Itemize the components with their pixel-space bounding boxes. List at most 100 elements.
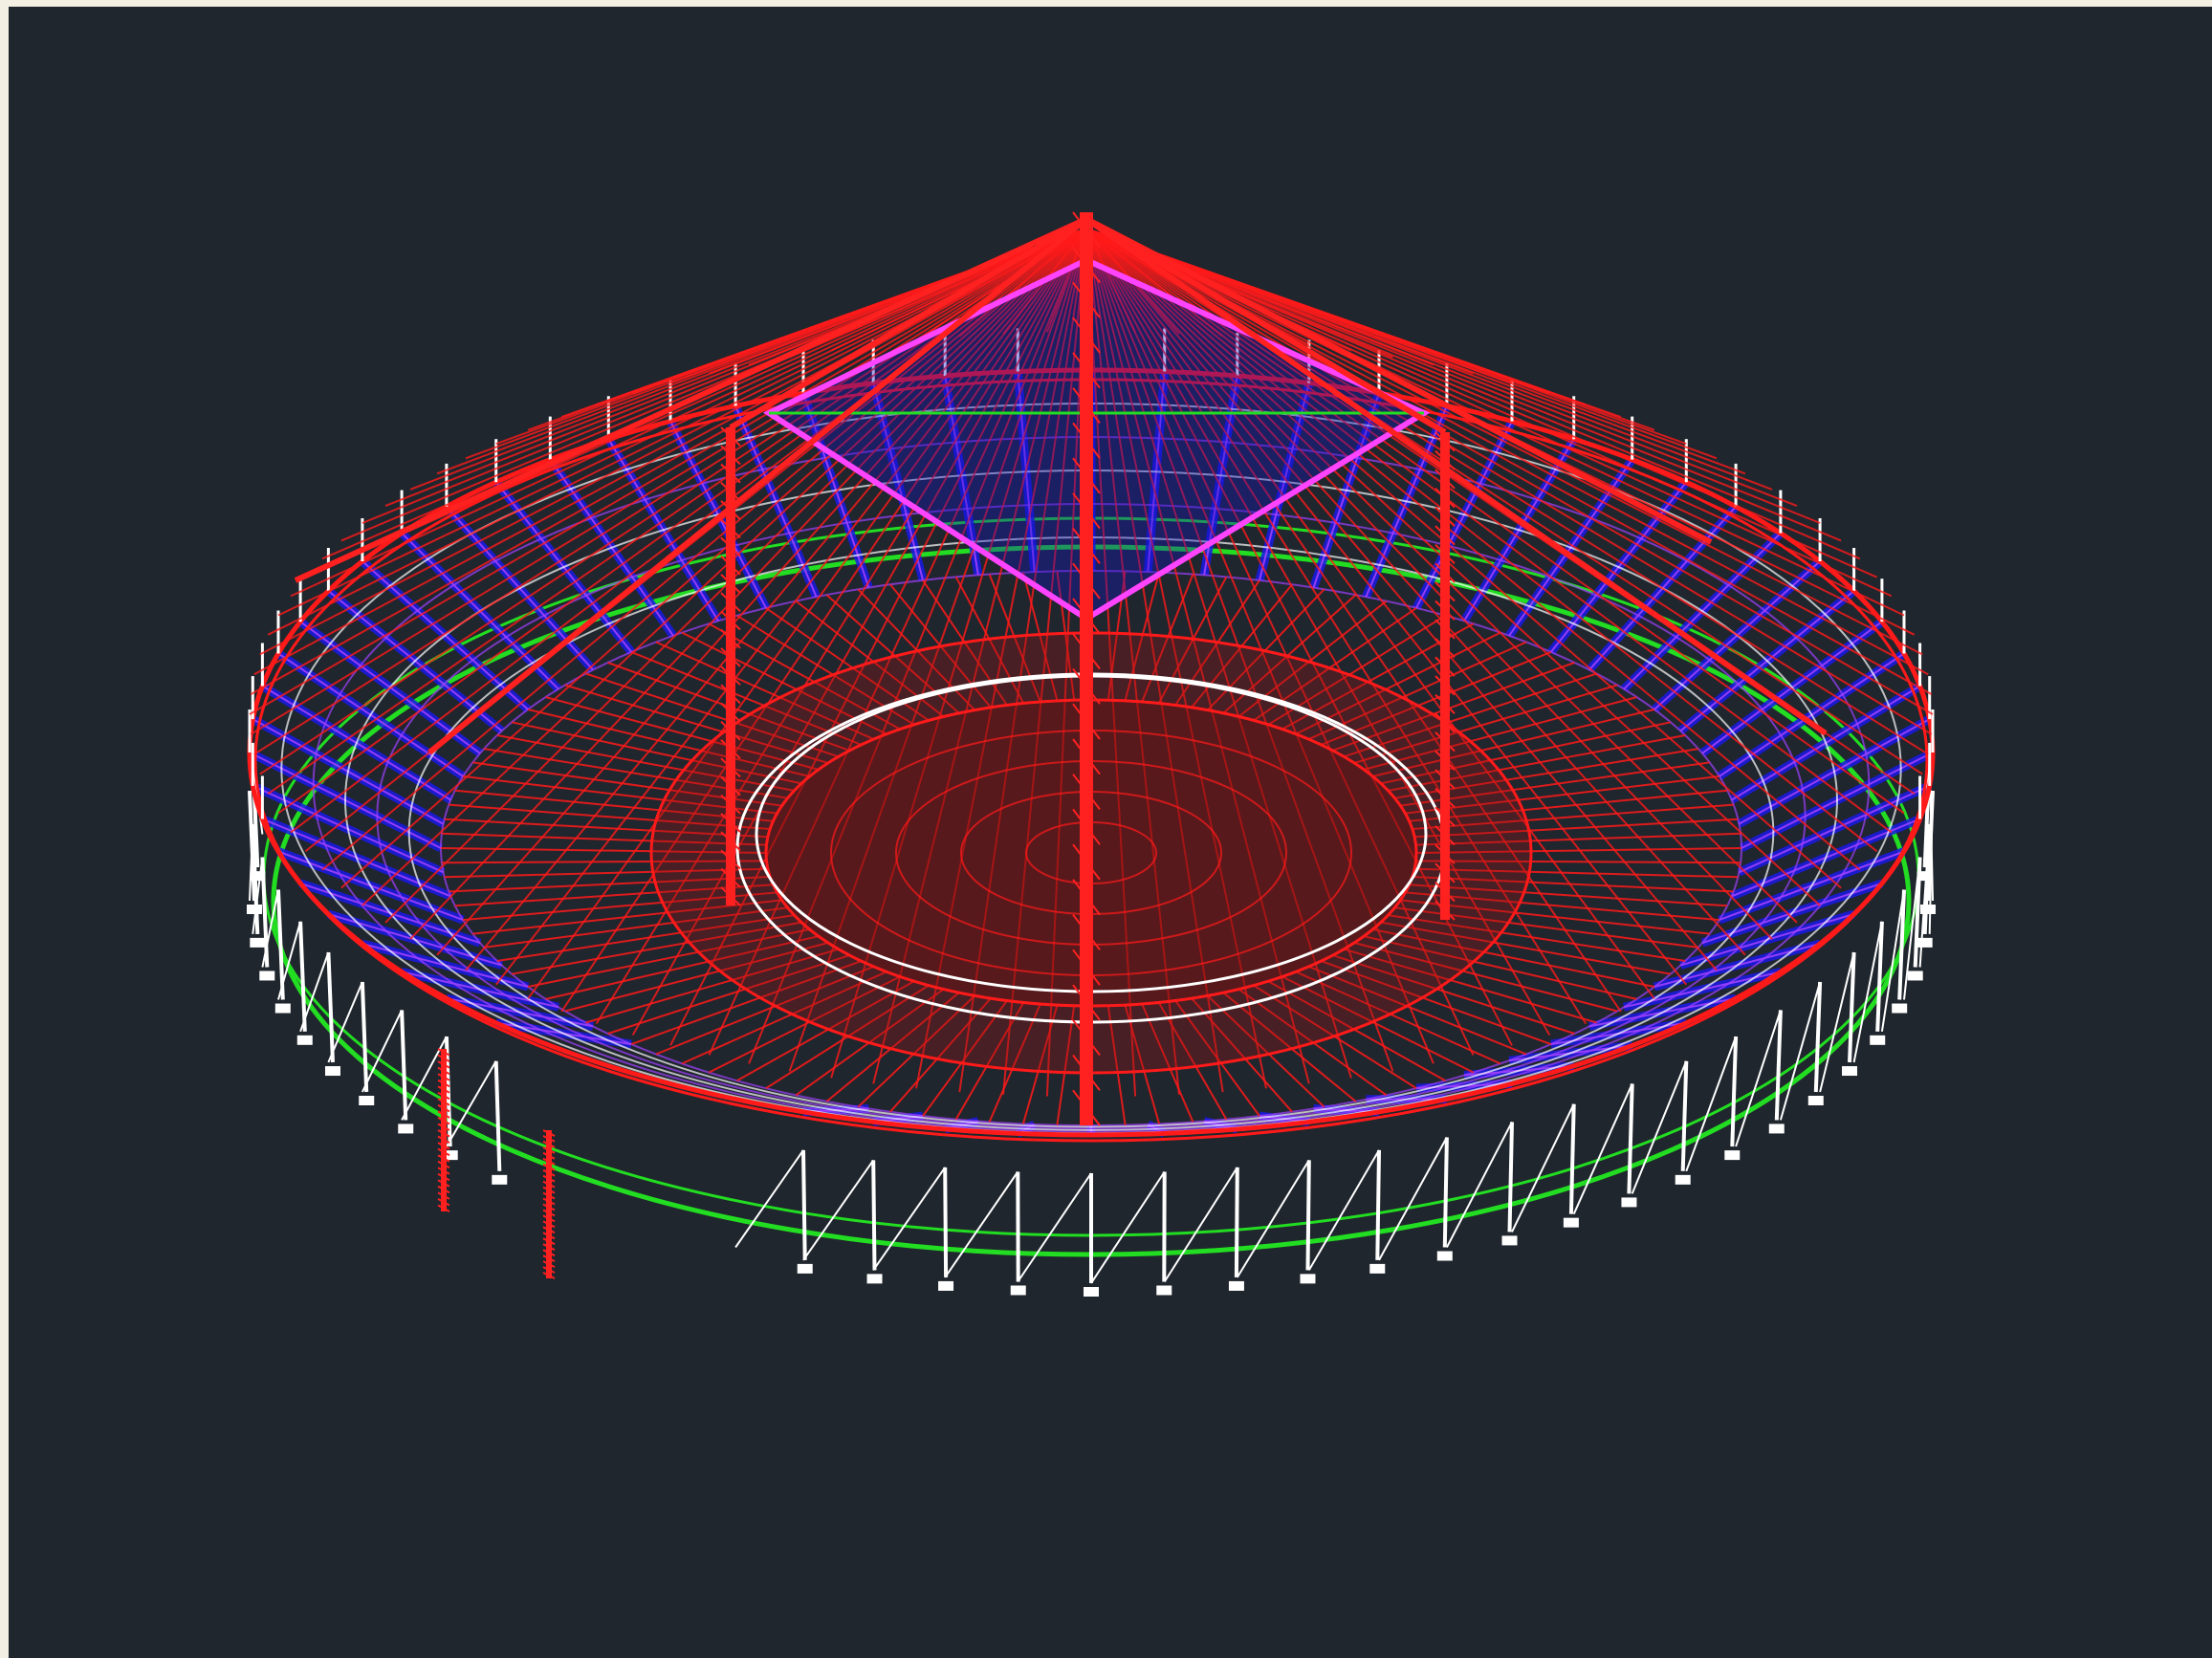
radial-cable <box>988 1003 1041 1123</box>
support-column <box>493 1060 502 1171</box>
radial-cable <box>954 1001 1025 1121</box>
column-footing <box>866 1274 883 1284</box>
radial-cable <box>1343 672 1597 758</box>
roof-cable <box>830 228 1087 1079</box>
gate-post-left-lattice <box>437 1204 450 1212</box>
gate-post-right-lattice <box>542 1254 556 1262</box>
gate-post-left-lattice <box>437 1048 450 1057</box>
left-mast-lattice <box>720 426 741 447</box>
radial-cable <box>1021 1004 1059 1124</box>
column-footing <box>1010 1285 1026 1296</box>
gate-post-right-lattice <box>542 1226 556 1234</box>
right-mast-lattice <box>1435 825 1456 846</box>
right-mast-lattice <box>1435 525 1456 546</box>
column-brace <box>1236 1159 1310 1278</box>
radial-cable <box>496 734 795 792</box>
left-mast-lattice <box>720 739 741 759</box>
column-brace <box>446 1060 497 1147</box>
gate-post-right-lattice <box>542 1243 556 1252</box>
column-brace <box>1631 1060 1688 1194</box>
roof-cable <box>915 228 1087 341</box>
column-brace <box>872 1167 947 1271</box>
gate-post-right-lattice <box>542 1191 556 1200</box>
radial-cable <box>1295 631 1501 735</box>
gate-post-right-lattice <box>542 1203 556 1211</box>
right-mast-lattice <box>1435 469 1456 490</box>
radial-cable <box>463 891 777 922</box>
roof-cable <box>1085 228 1475 1056</box>
center-mast-lattice <box>1072 1019 1101 1057</box>
radial-cable <box>1308 965 1527 1056</box>
roof-cable <box>340 228 1087 889</box>
radial-cable <box>564 684 829 764</box>
radial-cable <box>441 832 767 846</box>
radial-cable <box>1141 1003 1194 1123</box>
column-footing <box>1228 1280 1244 1291</box>
gate-post-right-lattice <box>542 1157 556 1166</box>
radial-cable <box>1412 876 1734 893</box>
gate-post-right-lattice <box>542 1214 556 1223</box>
column-footing <box>1892 1003 1908 1014</box>
radial-cable <box>708 975 901 1074</box>
column-brace <box>249 790 254 868</box>
left-mast-lattice <box>720 757 741 778</box>
radial-cable <box>1363 935 1637 1000</box>
column-footing <box>1369 1263 1386 1274</box>
radial-cable <box>1414 818 1739 839</box>
gate-post-right-lattice <box>542 1260 556 1268</box>
support-column <box>1442 1137 1449 1248</box>
left-mast-lattice <box>720 702 741 723</box>
column-brace <box>944 1170 1019 1278</box>
left-mast-lattice <box>720 536 741 557</box>
radial-cable <box>607 954 850 1035</box>
gate-post-left-lattice <box>437 1160 450 1169</box>
radial-cable <box>564 942 829 1013</box>
roof-cable <box>1085 228 1798 508</box>
radial-cable <box>484 906 788 949</box>
radial-cable <box>1400 899 1710 935</box>
radial-cable <box>1124 572 1161 702</box>
center-mast-lattice <box>1072 843 1101 881</box>
center-mast-lattice <box>1072 633 1101 670</box>
support-column <box>1375 1149 1381 1260</box>
column-brace <box>1511 1103 1575 1233</box>
column-footing <box>250 937 266 948</box>
roof-cable <box>1085 228 1718 971</box>
radial-cable <box>1281 975 1475 1074</box>
radial-cable <box>1332 662 1575 752</box>
gate-post-left-lattice <box>437 1198 450 1207</box>
roof-cable <box>1085 228 1842 542</box>
gate-post-left-lattice <box>437 1147 450 1157</box>
radial-cable <box>1267 980 1446 1082</box>
center-mast-lattice <box>1072 562 1101 600</box>
center-mast-lattice <box>1072 457 1101 494</box>
stay-cable <box>294 216 1088 583</box>
support-column <box>326 951 335 1063</box>
column-footing <box>1436 1251 1453 1261</box>
left-mast-lattice <box>720 647 741 667</box>
roof-cable <box>1085 228 1267 1089</box>
roof-cable <box>1085 228 1773 491</box>
column-brace <box>1819 951 1855 1093</box>
center-mast-lattice <box>1072 281 1101 318</box>
radial-cable <box>1106 1005 1127 1125</box>
roof-cable <box>340 228 1087 542</box>
stadium-wireframe-model[interactable] <box>9 7 2212 1658</box>
radial-cable <box>527 709 810 777</box>
column-footing <box>1768 1124 1785 1134</box>
support-column <box>1680 1060 1689 1171</box>
model-viewport[interactable] <box>9 7 2212 1658</box>
radial-cable <box>1332 954 1575 1035</box>
radial-cable <box>1308 641 1527 741</box>
roof-cable <box>1085 228 1905 815</box>
roof-cable <box>1085 228 1773 940</box>
right-mast-lattice <box>1435 731 1456 753</box>
radial-cable <box>440 847 767 854</box>
right-mast-lattice <box>1435 750 1456 771</box>
left-mast-lattice <box>720 886 741 906</box>
radial-cable <box>1321 960 1552 1046</box>
right-mast-lattice <box>1435 843 1456 864</box>
stay-cable <box>1084 216 1447 435</box>
radial-cable <box>825 992 960 1102</box>
left-mast-lattice <box>720 574 741 594</box>
